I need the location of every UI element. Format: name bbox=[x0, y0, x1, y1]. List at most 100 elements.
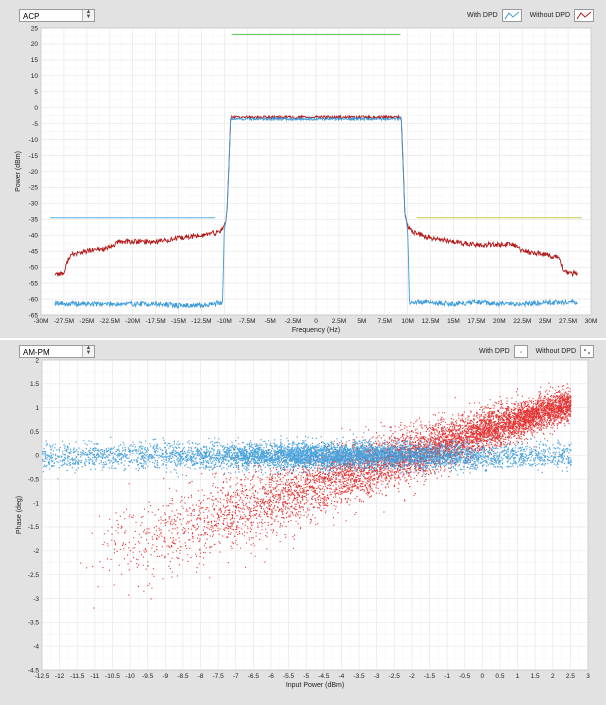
x-tick-label: 3 bbox=[586, 673, 590, 680]
x-tick-label: 25M bbox=[539, 318, 552, 325]
with-dpd-points bbox=[42, 432, 572, 481]
x-tick-label: -5.5 bbox=[283, 673, 295, 680]
y-tick-label: -3 bbox=[33, 596, 39, 603]
x-tick-label: 27.5M bbox=[559, 318, 577, 325]
y-tick-label: 1.5 bbox=[30, 381, 39, 388]
x-tick-label: -8.5 bbox=[177, 673, 189, 680]
y-tick-label: 15 bbox=[31, 57, 39, 64]
ampm-chart: -12.5 -12 -11.5 -11 -10.5 -10 -9.5 -9 -8.5 -8 -7.5… bbox=[16, 357, 590, 689]
acp-legend-without-swatch[interactable] bbox=[574, 9, 594, 22]
y-tick-label: -10 bbox=[29, 137, 39, 144]
x-tick-label: 20M bbox=[493, 318, 506, 325]
x-tick-label: 5M bbox=[357, 318, 366, 325]
x-tick-label: -30M bbox=[34, 318, 49, 325]
acp-chart: -30M -27.5M -25M -22.5M -20M -17.5M -15M -12.5M… bbox=[15, 25, 598, 334]
x-tick-label: -27.5M bbox=[54, 318, 74, 325]
x-tick-label: -7 bbox=[233, 673, 239, 680]
x-tick-label: -0.5 bbox=[459, 673, 471, 680]
acp-traces bbox=[50, 33, 582, 310]
y-axis-label: Power (dBm) bbox=[15, 151, 22, 192]
x-tick-label: -1.5 bbox=[424, 673, 436, 680]
x-tick-label: -2.5M bbox=[285, 318, 302, 325]
without-dpd-points bbox=[80, 382, 572, 609]
y-tick-label: -0.5 bbox=[28, 477, 40, 484]
selector-spin-icon[interactable]: ▲ ▼ bbox=[82, 9, 94, 21]
acp-legend: With DPD Without DPD bbox=[461, 9, 594, 22]
y-tick-label: 0.5 bbox=[30, 429, 39, 436]
ampm-legend-with-label: With DPD bbox=[478, 348, 510, 356]
y-tick-label: 2 bbox=[35, 357, 39, 364]
y-tick-label: -2.5 bbox=[28, 572, 40, 579]
x-tick-label: -12.5 bbox=[35, 673, 50, 680]
y-tick-label: 10 bbox=[31, 73, 39, 80]
x-tick-label: -6.5 bbox=[248, 673, 260, 680]
y-tick-label: -2 bbox=[33, 548, 39, 555]
x-tick-label: -1 bbox=[444, 673, 450, 680]
x-tick-label: 2.5M bbox=[332, 318, 346, 325]
y-tick-label: -30 bbox=[29, 201, 39, 208]
x-tick-label: -6 bbox=[268, 673, 274, 680]
ampm-legend-without-swatch[interactable] bbox=[580, 345, 594, 358]
x-tick-label: 1 bbox=[516, 673, 520, 680]
y-tick-label: 5 bbox=[34, 89, 38, 96]
y-tick-label: -40 bbox=[29, 233, 39, 240]
ampm-legend-with-swatch[interactable] bbox=[513, 345, 528, 358]
y-tick-label: 25 bbox=[31, 25, 39, 32]
x-tick-label: -8 bbox=[198, 673, 204, 680]
x-tick-label: -20M bbox=[125, 318, 140, 325]
y-tick-label: -45 bbox=[29, 249, 39, 256]
x-tick-label: 2.5 bbox=[566, 673, 575, 680]
y-tick-label: -65 bbox=[29, 312, 39, 319]
ampm-graph-selector[interactable]: AM-PM ▲ ▼ bbox=[19, 345, 95, 358]
x-tick-label: -15M bbox=[171, 318, 186, 325]
x-tick-label: -10.5 bbox=[105, 673, 120, 680]
x-tick-label: -4 bbox=[339, 673, 345, 680]
x-tick-label: 30M bbox=[585, 318, 598, 325]
x-tick-label: -7.5 bbox=[213, 673, 225, 680]
x-tick-label: 0 bbox=[314, 318, 318, 325]
x-tick-label: -5M bbox=[265, 318, 276, 325]
x-tick-label: 22.5M bbox=[513, 318, 531, 325]
x-tick-label: -2 bbox=[409, 673, 415, 680]
x-tick-label: 7.5M bbox=[378, 318, 392, 325]
x-tick-label: -12.5M bbox=[191, 318, 211, 325]
x-tick-label: 12.5M bbox=[422, 318, 440, 325]
x-tick-label: -3.5 bbox=[353, 673, 365, 680]
x-tick-label: -11.5 bbox=[70, 673, 85, 680]
y-tick-label: -20 bbox=[29, 169, 39, 176]
x-tick-label: 1.5 bbox=[531, 673, 540, 680]
y-tick-label: 20 bbox=[31, 41, 39, 48]
x-axis-label: Input Power (dBm) bbox=[286, 682, 344, 689]
x-tick-label: -17.5M bbox=[145, 318, 165, 325]
y-tick-label: -5 bbox=[32, 121, 38, 128]
y-tick-label: -60 bbox=[29, 296, 39, 303]
ampm-panel: AM-PM ▲ ▼ With DPD Without DPD -12.5 -1 2 -1… bbox=[0, 340, 606, 705]
x-tick-label: 2 bbox=[551, 673, 555, 680]
x-axis-label: Frequency (Hz) bbox=[292, 327, 340, 334]
x-tick-label: -9.5 bbox=[142, 673, 154, 680]
x-tick-label: 0.5 bbox=[495, 673, 504, 680]
ampm-legend-without-label: Without DPD bbox=[535, 348, 577, 356]
y-tick-label: -4 bbox=[33, 643, 39, 650]
x-tick-label: -11 bbox=[90, 673, 99, 680]
y-tick-label: -35 bbox=[29, 217, 39, 224]
y-tick-label: -25 bbox=[29, 185, 39, 192]
y-tick-label: -15 bbox=[29, 153, 39, 160]
y-tick-label: -50 bbox=[29, 264, 39, 271]
acp-legend-with-swatch[interactable] bbox=[501, 9, 522, 22]
x-tick-label: -4.5 bbox=[318, 673, 330, 680]
y-tick-label: 0 bbox=[35, 453, 39, 460]
acp-panel: ACP ▲ ▼ With DPD Without DPD -30M -27.5M -2… bbox=[0, 0, 606, 338]
y-tick-label: -4.5 bbox=[28, 667, 40, 674]
y-tick-label: -3.5 bbox=[28, 620, 40, 627]
acp-selector-value: ACP bbox=[23, 12, 40, 21]
acp-graph-selector[interactable]: ACP ▲ ▼ bbox=[19, 9, 95, 22]
x-tick-label: 0 bbox=[481, 673, 485, 680]
x-tick-label: -9 bbox=[162, 673, 168, 680]
ampm-points bbox=[42, 382, 572, 609]
y-tick-label: -55 bbox=[29, 280, 39, 287]
x-tick-label: -10M bbox=[217, 318, 232, 325]
x-tick-label: -7.5M bbox=[239, 318, 256, 325]
selector-spin-icon[interactable]: ▲ ▼ bbox=[82, 345, 94, 357]
x-tick-label: -3 bbox=[374, 673, 380, 680]
